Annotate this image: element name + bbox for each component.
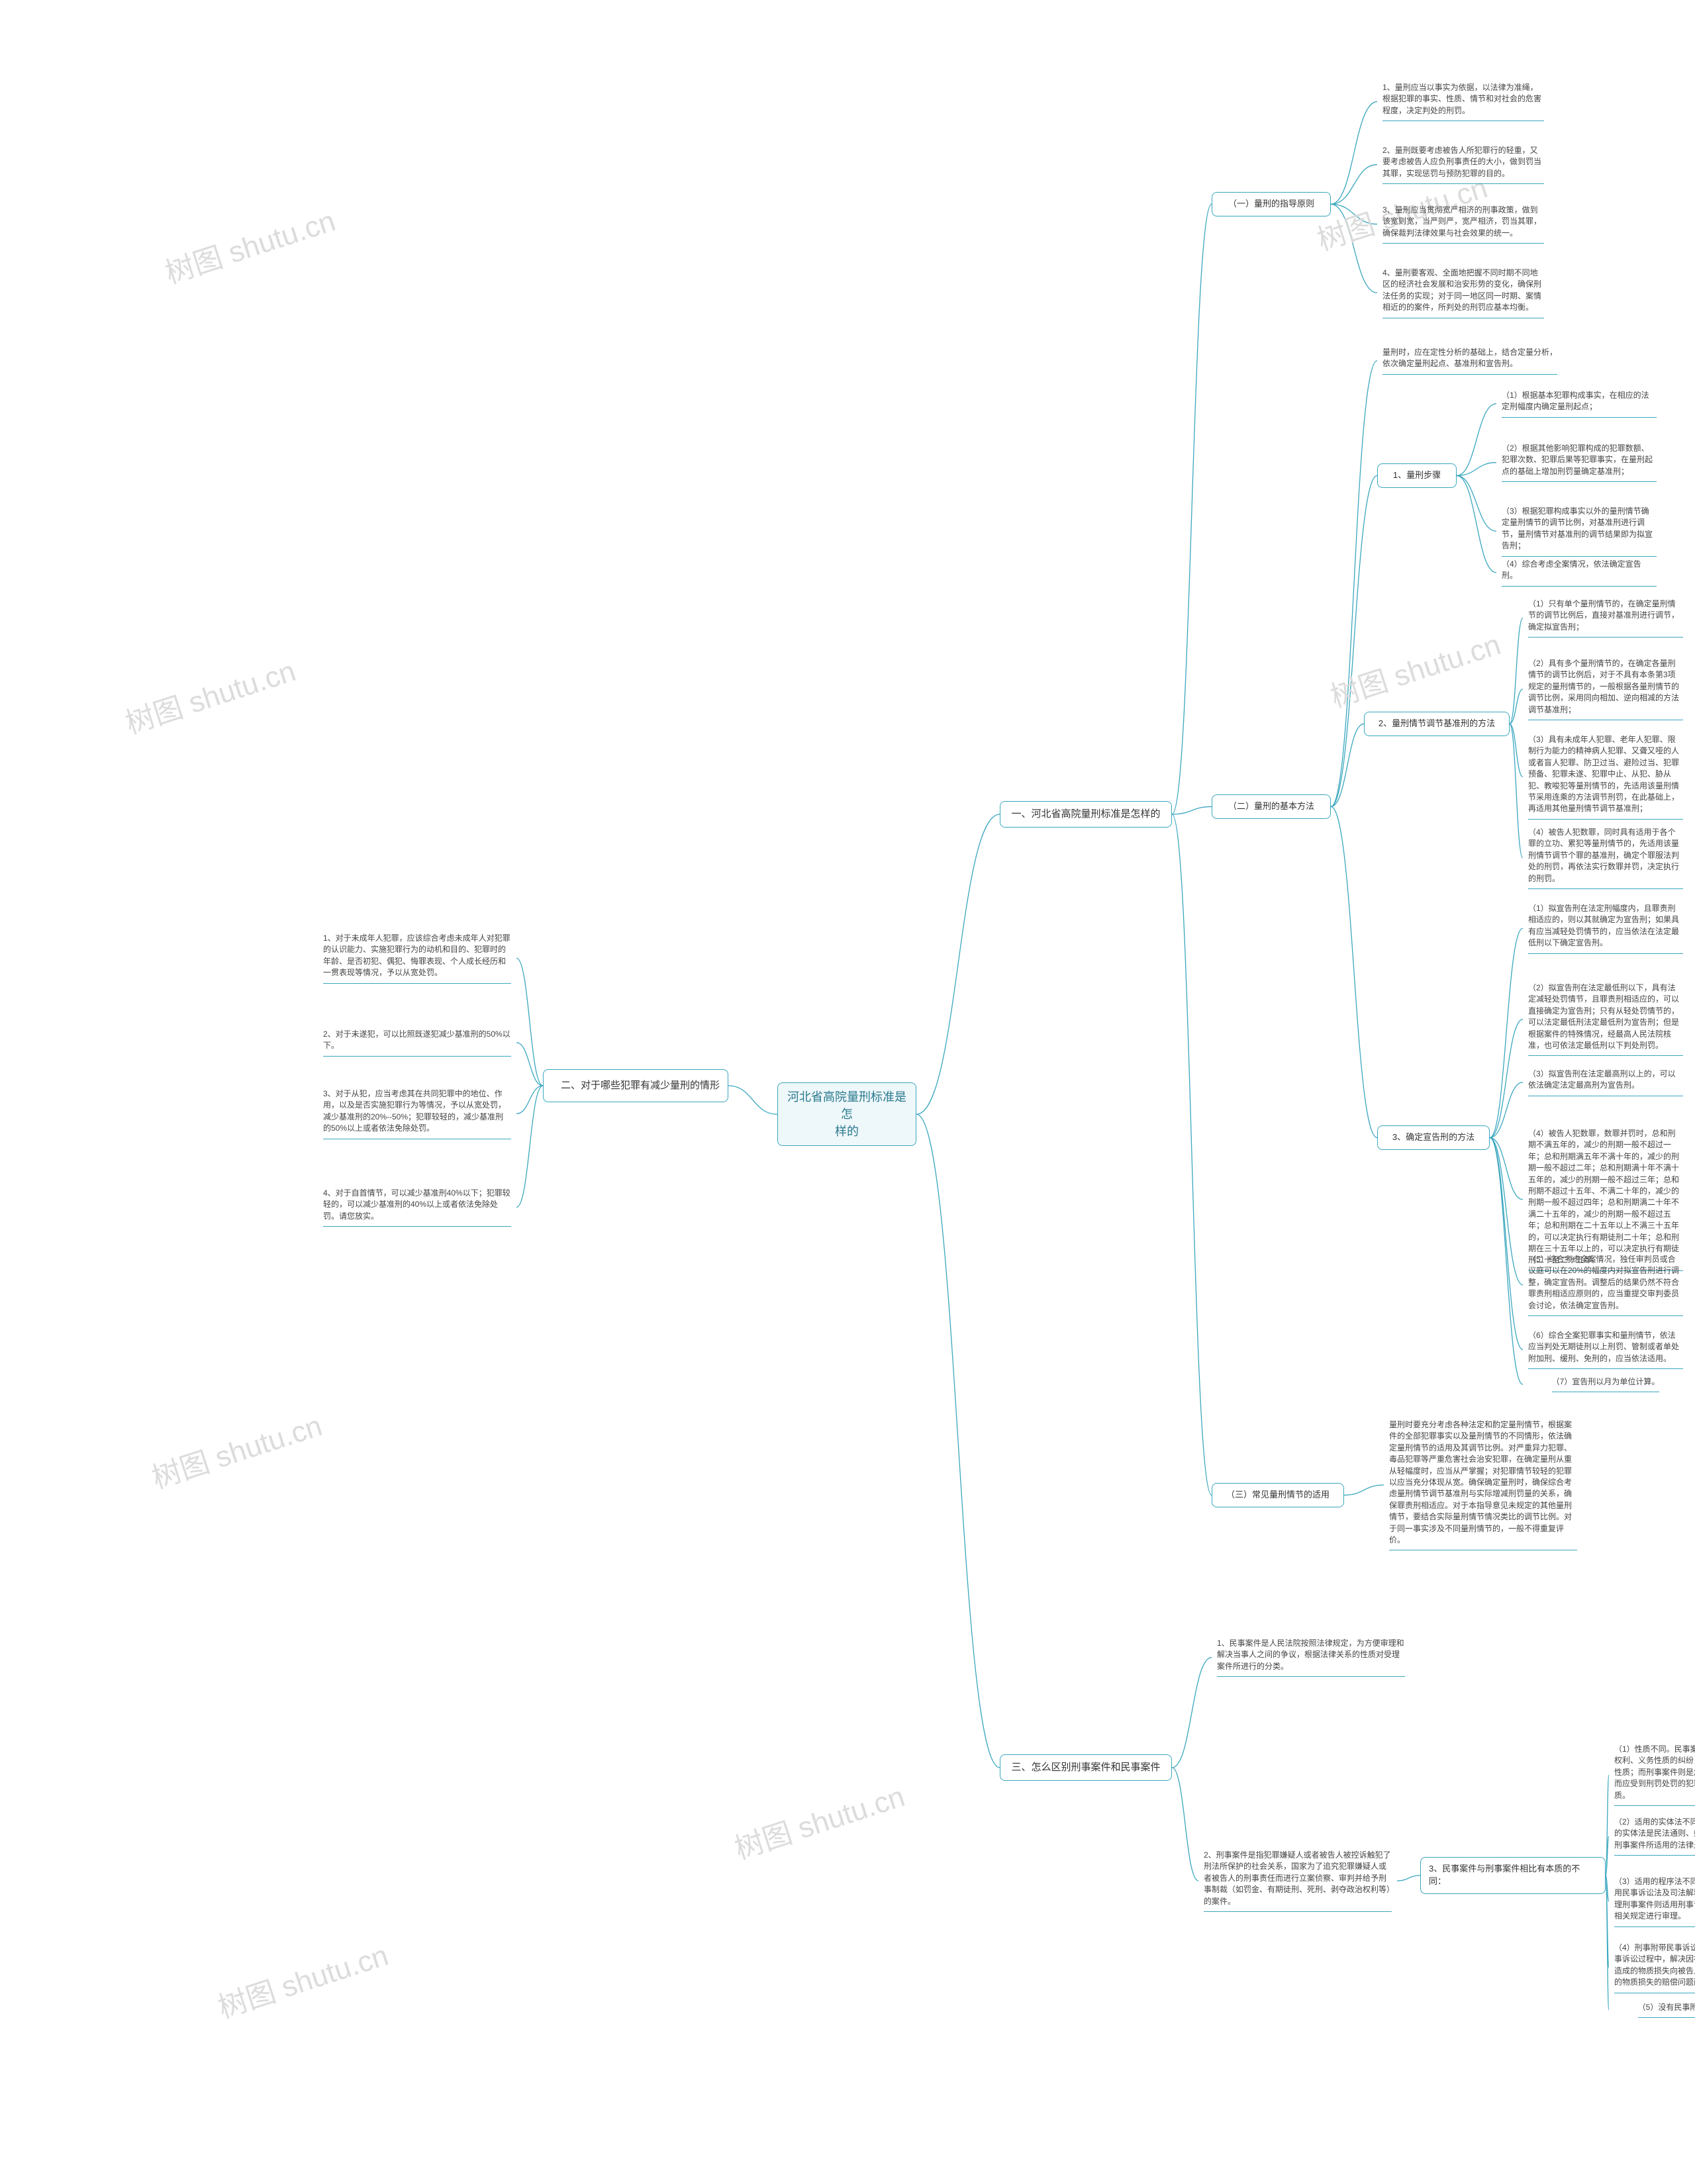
sub-b1s2a: 1、量刑步骤 [1377,463,1457,488]
leaf: （3）根据犯罪构成事实以外的量刑情节确定量刑情节的调节比例，对基准刑进行调节，量… [1496,503,1662,559]
leaf: 4、量刑要客观、全面地把握不同时期不同地区的经济社会发展和治安形势的变化，确保刑… [1377,265,1549,321]
sub-b1s2b: 2、量刑情节调节基准刑的方法 [1364,712,1510,736]
leaf: 2、对于未遂犯，可以比照既遂犯减少基准刑的50%以下。 [318,1026,516,1059]
leaf: （4）综合考虑全案情况，依法确定宣告刑。 [1496,556,1662,589]
mindmap-stage: 河北省高院量刑标准是怎 样的树图 shutu.cn树图 shutu.cn树图 s… [0,0,1695,2184]
leaf: （4）被告人犯数罪，同时具有适用于各个罪的立功、累犯等量刑情节的，先适用该量刑情… [1523,824,1688,892]
sub-b1s2c: 3、确定宣告刑的方法 [1377,1125,1490,1150]
root-node: 河北省高院量刑标准是怎 样的 [777,1082,916,1146]
leaf: 4、对于自首情节，可以减少基准刑40%以下；犯罪较轻的，可以减少基准刑的40%以… [318,1185,516,1229]
leaf: （5）没有民事附带刑事诉讼。 [1609,1999,1695,2020]
watermark: 树图 shutu.cn [728,1773,909,1868]
leaf: （2）根据其他影响犯罪构成的犯罪数额、犯罪次数、犯罪后果等犯罪事实，在量刑起点的… [1496,440,1662,485]
leaf: 量刑时要充分考虑各种法定和酌定量刑情节，根据案件的全部犯罪事实以及量刑情节的不同… [1384,1417,1582,1553]
sub-b3s2c: 3、民事案件与刑事案件相比有本质的不同： [1420,1857,1606,1894]
leaf: 2、量刑既要考虑被告人所犯罪行的轻重，又要考虑被告人应负刑事责任的大小，做到罚当… [1377,142,1549,187]
leaf: （1）根据基本犯罪构成事实，在相应的法定刑幅度内确定量刑起点； [1496,387,1662,420]
leaf: （4）刑事附带民事诉讼是指司法机关在刑事诉讼过程中，解决因被告人的犯罪行为所造成… [1609,1940,1695,1996]
leaf: （1）性质不同。民事案件主要是关于民事权利、义务性质的纠纷，属于人民内部矛盾性质… [1609,1741,1695,1809]
leaf: （2）拟宣告刑在法定最低刑以下，具有法定减轻处罚情节，且罪责刑相适应的，可以直接… [1523,980,1688,1059]
watermark: 树图 shutu.cn [146,1402,326,1497]
watermark: 树图 shutu.cn [1324,621,1505,716]
leaf: （1）拟宣告刑在法定刑幅度内，且罪责刑相适应的，则以其就确定为宣告刑；如果具有应… [1523,900,1688,957]
leaf: 1、量刑应当以事实为依据，以法律为准绳，根据犯罪的事实、性质、情节和对社会的危害… [1377,79,1549,124]
leaf: （3）具有未成年人犯罪、老年人犯罪、限制行为能力的精神病人犯罪、又聋又哑的人或者… [1523,732,1688,822]
branch-b2: 二、对于哪些犯罪有减少量刑的情形 [543,1069,728,1102]
sub-b1s3: （三）常见量刑情节的适用 [1212,1483,1344,1507]
leaf: 3、量刑应当贯彻宽严相济的刑事政策，做到该宽则宽，当严则严，宽严相济，罚当其罪，… [1377,202,1549,246]
leaf: （5）综合考虑全案情况，独任审判员或合议庭可以在20%的幅度内对拟宣告刑进行调整… [1523,1251,1688,1319]
leaf: （1）只有单个量刑情节的，在确定量刑情节的调节比例后，直接对基准刑进行调节，确定… [1523,596,1688,640]
leaf: （2）适用的实体法不同。民事案件所适用的实体法是民法通则、婚姻法、海商法、而刑事… [1609,1814,1695,1858]
sub-b3s1: 1、民事案件是人民法院按照法律规定，为方便审理和解决当事人之间的争议，根据法律关… [1212,1635,1410,1680]
sub-b3s2: 2、刑事案件是指犯罪嫌疑人或者被告人被控诉触犯了刑法所保护的社会关系，国家为了追… [1198,1847,1397,1915]
watermark: 树图 shutu.cn [212,1932,393,2026]
leaf: （2）具有多个量刑情节的，在确定各量刑情节的调节比例后，对于不具有本条第3项规定… [1523,655,1688,723]
watermark: 树图 shutu.cn [119,647,300,742]
leaf: （6）综合全案犯罪事实和量刑情节，依法应当判处无期徒刑以上刑罚、管制或者单处附加… [1523,1327,1688,1372]
leaf: （3）适用的程序法不同。审理民事案件适用民事诉讼法及司法解释的相关规定；而审理刑… [1609,1874,1695,1930]
branch-b1: 一、河北省高院量刑标准是怎样的 [1000,801,1172,828]
intro: 量刑时，应在定性分析的基础上，结合定量分析，依次确定量刑起点、基准刑和宣告刑。 [1377,344,1563,377]
sub-b1s1: （一）量刑的指导原则 [1212,192,1331,216]
leaf: 1、对于未成年人犯罪，应该综合考虑未成年人对犯罪的认识能力、实施犯罪行为的动机和… [318,930,516,986]
leaf: （7）宣告刑以月为单位计算。 [1523,1374,1688,1395]
branch-b3: 三、怎么区别刑事案件和民事案件 [1000,1754,1172,1781]
leaf: （3）拟宣告刑在法定最高刑以上的，可以依法确定法定最高刑为宣告刑。 [1523,1066,1688,1099]
watermark: 树图 shutu.cn [159,197,340,292]
sub-b1s2: （二）量刑的基本方法 [1212,794,1331,819]
leaf: 3、对于从犯，应当考虑其在共同犯罪中的地位、作用，以及是否实施犯罪行为等情况，予… [318,1086,516,1142]
